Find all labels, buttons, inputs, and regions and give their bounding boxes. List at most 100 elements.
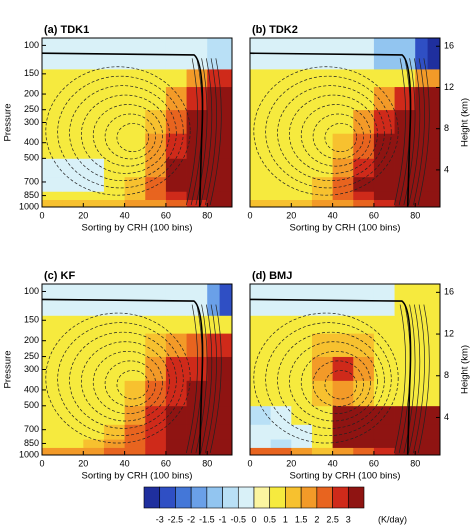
heat-cell xyxy=(250,199,272,207)
colorbar-swatch xyxy=(316,486,333,509)
heat-cell xyxy=(250,176,272,192)
x-tick-label: 0 xyxy=(247,458,252,468)
heat-cell xyxy=(270,439,292,448)
heat-cell xyxy=(250,158,272,178)
heat-cell xyxy=(207,38,221,70)
heat-cell xyxy=(270,333,292,357)
y-axis-title: Pressure xyxy=(3,103,14,141)
heat-cell xyxy=(332,133,354,159)
heat-cell xyxy=(145,133,167,159)
heat-cell xyxy=(270,69,292,88)
contour xyxy=(312,113,364,160)
heat-cell xyxy=(394,176,416,192)
colorbar-label: -2 xyxy=(187,514,195,524)
heat-cell xyxy=(83,424,105,440)
heat-cell xyxy=(103,447,126,455)
colorbar-swatch xyxy=(285,486,302,509)
panel: (a) TDK1 Sorting by CRH (100 bins) 0 20 40 60… xyxy=(3,24,233,234)
y-tick-label: 100 xyxy=(24,286,39,296)
heat-cell xyxy=(270,176,292,192)
heat-cell xyxy=(103,191,126,201)
heat-cell xyxy=(165,199,187,207)
contour xyxy=(277,331,385,429)
heat-cell xyxy=(219,315,232,334)
heat-cell xyxy=(42,424,64,440)
heat-cell xyxy=(270,199,292,207)
contour xyxy=(300,350,371,415)
heat-cell xyxy=(124,109,146,134)
heat-cell xyxy=(145,176,167,192)
heat-cell xyxy=(332,356,354,381)
heat-cell xyxy=(165,380,187,407)
x-axis-title: Sorting by CRH (100 bins) xyxy=(82,223,193,234)
heat-cell xyxy=(62,176,84,192)
heat-cell xyxy=(270,356,292,381)
heat-cell xyxy=(186,191,208,201)
heat-cell xyxy=(427,133,440,159)
heat-cell xyxy=(145,333,167,357)
heat-cell xyxy=(332,86,354,111)
y2-tick-label: 12 xyxy=(444,82,454,92)
x-tick-label: 0 xyxy=(39,458,44,468)
heat-cell xyxy=(83,158,105,178)
cells xyxy=(250,38,440,207)
colorbar-swatch xyxy=(253,486,271,509)
heat-cell xyxy=(207,191,221,201)
contour xyxy=(116,123,150,153)
heat-cell xyxy=(291,158,313,178)
colorbar-label: 1.5 xyxy=(295,514,308,524)
heat-cell xyxy=(219,38,232,70)
heat-cell xyxy=(332,333,354,357)
heat-cell xyxy=(124,380,146,407)
heat-cell xyxy=(103,356,126,381)
heat-cell xyxy=(165,439,187,448)
heat-cell xyxy=(427,38,440,70)
heat-cell xyxy=(165,405,187,425)
contour xyxy=(200,304,213,454)
contour xyxy=(265,322,392,437)
heat-cell xyxy=(83,447,105,455)
x-tick-label: 80 xyxy=(202,210,212,220)
x-tick-label: 20 xyxy=(286,210,296,220)
heat-cell xyxy=(427,284,440,316)
colorbar-label: -2.5 xyxy=(168,514,184,524)
heat-cell xyxy=(124,133,146,159)
panel: (d) BMJ Sorting by CRH (100 bins) 0 20 40 60 8… xyxy=(247,270,470,482)
colorbar-swatch xyxy=(269,486,286,509)
heat-cell xyxy=(219,447,232,455)
heat-cell xyxy=(373,447,395,455)
y2-tick-label: 8 xyxy=(444,370,449,380)
heat-cell xyxy=(353,333,375,357)
heat-cell xyxy=(103,380,126,407)
y2-axis-title: Height (km) xyxy=(460,98,471,147)
heat-cell xyxy=(83,133,105,159)
y2-tick-label: 16 xyxy=(444,41,454,51)
heat-cell xyxy=(427,158,440,178)
heat-cell xyxy=(42,380,64,407)
contour xyxy=(200,58,213,206)
heat-cell xyxy=(165,284,187,316)
heat-cell xyxy=(207,447,221,455)
heat-cell xyxy=(145,315,167,334)
heat-cell xyxy=(103,199,126,207)
y2-tick-label: 12 xyxy=(444,328,454,338)
heat-cell xyxy=(145,86,167,111)
heat-cell xyxy=(83,69,105,88)
heat-cell xyxy=(124,356,146,381)
zero-contour xyxy=(250,52,412,207)
heat-cell xyxy=(291,380,313,407)
heat-cell xyxy=(62,133,84,159)
heat-cell xyxy=(394,439,416,448)
heat-cell xyxy=(103,69,126,88)
heat-cell xyxy=(42,69,64,88)
colorbar-unit: (K/day) xyxy=(378,514,407,524)
heat-cell xyxy=(427,333,440,357)
contour xyxy=(265,75,392,189)
colorbar-label: 3 xyxy=(346,514,351,524)
contour xyxy=(45,66,191,196)
heat-cell xyxy=(42,439,64,448)
heat-cell xyxy=(373,439,395,448)
contour xyxy=(186,304,198,454)
heat-cell xyxy=(311,199,334,207)
heat-cell xyxy=(373,356,395,381)
